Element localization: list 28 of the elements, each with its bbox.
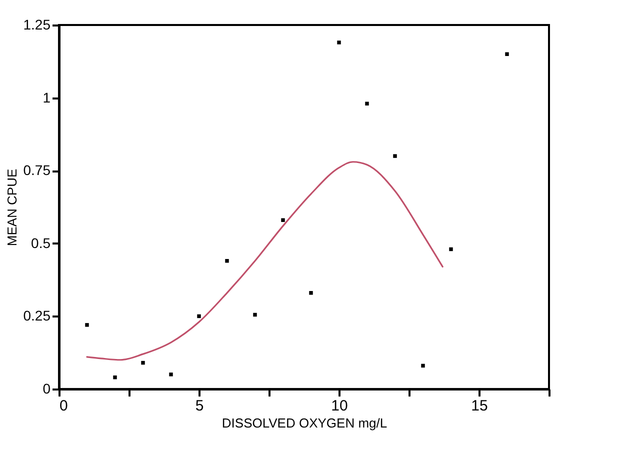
point (421, 364, 425, 368)
point (393, 154, 397, 158)
y-tick-label: 1.25 (23, 16, 51, 32)
point (113, 375, 117, 380)
x-tick-label: 15 (471, 398, 488, 414)
y-tick-label: 0.5 (31, 234, 51, 251)
point (197, 314, 201, 318)
point (337, 40, 341, 44)
point (505, 52, 509, 56)
point (225, 259, 229, 263)
line-series (86, 161, 444, 361)
point (85, 323, 89, 327)
x-tick-label: 0 (60, 398, 68, 414)
y-tick-label: 1 (42, 89, 51, 106)
point (141, 360, 145, 365)
x-tick-label: 10 (331, 398, 348, 414)
point (365, 102, 369, 106)
point (281, 218, 285, 222)
y-axis-title: MEAN CPUE (4, 168, 20, 246)
y-tick-label: 0.25 (23, 308, 51, 324)
x-tick-label: 5 (195, 398, 204, 414)
y-tick-label: 0 (42, 380, 51, 396)
point (253, 312, 257, 317)
point (169, 372, 173, 376)
y-tick-label: 0.75 (23, 162, 51, 178)
point (309, 291, 313, 295)
x-axis-title: DISSOLVED OXYGEN mg/L (222, 416, 388, 430)
point (449, 247, 453, 252)
